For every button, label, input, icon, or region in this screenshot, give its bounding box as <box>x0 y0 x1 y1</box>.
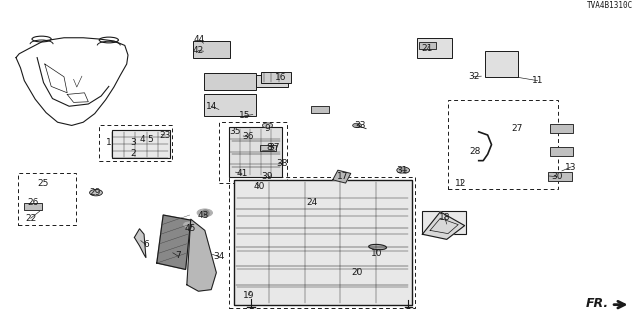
Bar <box>311 106 329 113</box>
Bar <box>24 203 42 210</box>
Bar <box>204 94 256 116</box>
Text: 23: 23 <box>159 131 171 140</box>
Text: 36: 36 <box>243 132 254 141</box>
Text: 13: 13 <box>565 163 577 172</box>
Text: 30: 30 <box>551 172 563 181</box>
Circle shape <box>397 167 410 173</box>
Bar <box>448 100 558 189</box>
Text: 45: 45 <box>185 224 196 233</box>
Circle shape <box>353 123 362 128</box>
Text: 41: 41 <box>236 169 248 178</box>
Bar <box>311 106 329 113</box>
Bar <box>99 125 172 161</box>
Bar <box>24 203 42 210</box>
Bar <box>229 127 282 177</box>
Text: 34: 34 <box>213 252 225 261</box>
Text: 9: 9 <box>265 124 270 133</box>
Text: 2: 2 <box>131 149 136 158</box>
Bar <box>256 75 288 87</box>
Text: TVA4B1310C: TVA4B1310C <box>588 1 634 10</box>
Circle shape <box>262 123 273 128</box>
Text: 42: 42 <box>193 46 204 55</box>
Polygon shape <box>187 219 216 291</box>
Text: 26: 26 <box>28 198 39 207</box>
Bar <box>112 130 170 158</box>
Text: 10: 10 <box>371 249 382 258</box>
Bar <box>422 211 466 234</box>
Bar <box>419 42 436 49</box>
Bar <box>417 38 452 58</box>
Polygon shape <box>422 212 465 239</box>
Bar <box>234 180 412 305</box>
Polygon shape <box>333 170 351 183</box>
Text: 22: 22 <box>25 214 36 223</box>
Text: 27: 27 <box>511 124 523 133</box>
Bar <box>548 172 572 181</box>
Text: 25: 25 <box>38 179 49 188</box>
Circle shape <box>184 222 194 227</box>
Text: 24: 24 <box>307 198 318 207</box>
Bar <box>193 41 230 58</box>
Circle shape <box>90 189 102 196</box>
Text: 21: 21 <box>422 44 433 53</box>
Text: 3: 3 <box>131 138 136 147</box>
Text: 14: 14 <box>205 102 217 111</box>
Bar <box>204 73 256 90</box>
Bar <box>229 177 415 308</box>
Text: 15: 15 <box>239 111 250 120</box>
Bar <box>18 173 76 225</box>
Bar <box>261 72 291 83</box>
Text: 37: 37 <box>268 143 280 152</box>
Text: 4: 4 <box>140 135 145 144</box>
Text: 12: 12 <box>455 179 467 188</box>
Text: 7: 7 <box>175 252 180 260</box>
Text: 28: 28 <box>469 147 481 156</box>
Text: 20: 20 <box>351 268 363 277</box>
Polygon shape <box>157 215 191 269</box>
Text: 18: 18 <box>439 213 451 222</box>
Bar <box>550 147 573 156</box>
Bar <box>550 124 573 133</box>
Text: 29: 29 <box>89 188 100 197</box>
Text: 16: 16 <box>275 73 286 82</box>
Text: 40: 40 <box>253 182 265 191</box>
Text: 5: 5 <box>148 135 153 144</box>
Ellipse shape <box>369 244 387 250</box>
Bar <box>419 42 436 49</box>
Text: 17: 17 <box>337 172 348 181</box>
Text: 32: 32 <box>468 72 479 81</box>
Text: 11: 11 <box>532 76 543 85</box>
Bar <box>548 172 572 181</box>
Text: 31: 31 <box>396 166 408 175</box>
Text: 38: 38 <box>276 159 287 168</box>
Bar <box>550 147 573 156</box>
Text: 33: 33 <box>354 121 365 130</box>
Text: 43: 43 <box>198 211 209 220</box>
Polygon shape <box>134 229 146 258</box>
Text: 44: 44 <box>194 36 205 44</box>
Text: FR.: FR. <box>586 297 609 310</box>
Text: 8: 8 <box>266 143 271 152</box>
Bar <box>234 180 412 305</box>
Bar <box>550 124 573 133</box>
Text: 6: 6 <box>143 240 148 249</box>
Bar <box>219 122 287 183</box>
Circle shape <box>197 209 212 217</box>
Text: 35: 35 <box>230 127 241 136</box>
Text: 1: 1 <box>106 138 111 147</box>
Bar <box>485 51 518 77</box>
Bar <box>260 145 276 151</box>
Text: 19: 19 <box>243 291 254 300</box>
Text: 39: 39 <box>262 172 273 181</box>
